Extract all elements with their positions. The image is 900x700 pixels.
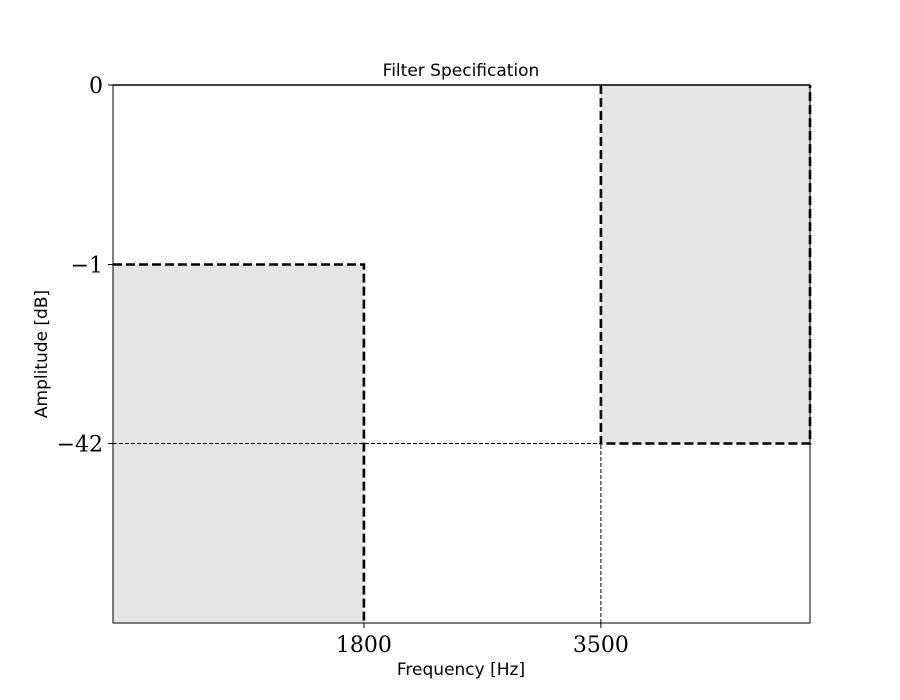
passband-outline — [113, 263, 366, 623]
y-tick-label: −1 — [71, 254, 103, 279]
x-tick-label: 3500 — [573, 633, 629, 658]
x-ticks: 1800 3500 — [336, 623, 629, 658]
x-axis-label: Frequency [Hz] — [397, 660, 525, 680]
guides-layer — [113, 443, 602, 623]
regions-layer — [113, 85, 810, 623]
x-tick-label: 1800 — [336, 633, 392, 658]
region-passband-forbidden — [113, 264, 364, 623]
y-tick-label: −42 — [57, 433, 103, 458]
y-ticks: 0 −1 −42 — [57, 74, 113, 458]
y-axis-label: Amplitude [dB] — [32, 290, 52, 418]
region-stopband-forbidden — [600, 85, 810, 444]
chart-title: Filter Specification — [383, 61, 540, 81]
y-tick-label: 0 — [89, 74, 103, 99]
plot-frame — [112, 84, 811, 624]
